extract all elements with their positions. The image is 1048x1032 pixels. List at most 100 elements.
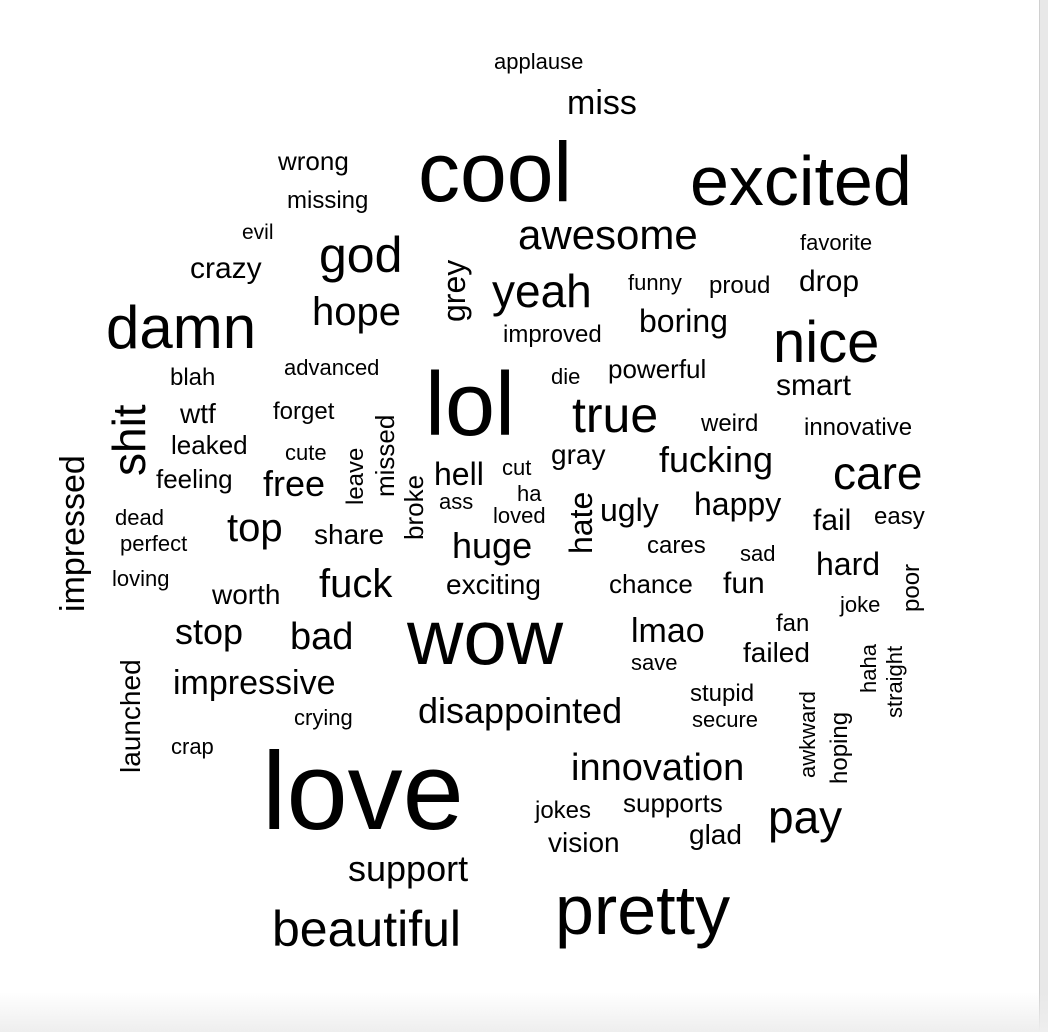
word-loved: loved: [493, 503, 546, 528]
word-hoping: hoping: [826, 711, 853, 784]
word-crying: crying: [294, 705, 353, 730]
word-cut: cut: [502, 455, 532, 480]
word-weird: weird: [701, 410, 759, 437]
word-blah: blah: [170, 364, 216, 391]
word-feeling: feeling: [156, 464, 233, 494]
word-share: share: [314, 519, 385, 550]
word-support: support: [348, 848, 469, 889]
word-ha: ha: [517, 481, 542, 506]
word-disappointed: disappointed: [418, 690, 623, 731]
word-favorite: favorite: [800, 230, 873, 255]
word-improved: improved: [503, 321, 602, 348]
word-ass: ass: [439, 489, 474, 514]
word-loving: loving: [112, 566, 170, 591]
word-chance: chance: [609, 569, 693, 599]
word-worth: worth: [212, 579, 281, 610]
word-hell: hell: [434, 456, 484, 492]
word-crap: crap: [171, 734, 214, 759]
word-stop: stop: [175, 611, 244, 652]
word-hard: hard: [816, 546, 881, 582]
word-damn: damn: [106, 294, 257, 361]
word-cares: cares: [647, 532, 706, 559]
word-lol: lol: [425, 355, 516, 455]
word-applause: applause: [494, 49, 584, 74]
word-love: love: [262, 730, 464, 853]
word-hope: hope: [312, 290, 401, 334]
word-cute: cute: [285, 440, 327, 465]
word-miss: miss: [567, 84, 637, 122]
window-right-edge: [1039, 0, 1048, 1032]
word-failed: failed: [743, 637, 810, 668]
word-poor: poor: [898, 563, 925, 612]
word-drop: drop: [799, 265, 860, 298]
word-impressed: impressed: [54, 455, 92, 612]
word-die: die: [551, 364, 581, 389]
word-vision: vision: [548, 827, 620, 858]
word-glad: glad: [689, 819, 742, 850]
word-save: save: [631, 650, 678, 675]
word-leave: leave: [342, 447, 369, 505]
word-perfect: perfect: [120, 531, 188, 556]
word-awkward: awkward: [795, 691, 820, 778]
word-free: free: [263, 463, 326, 504]
word-haha: haha: [856, 644, 881, 693]
word-cool: cool: [418, 125, 573, 219]
word-shit: shit: [103, 404, 155, 476]
word-straight: straight: [882, 645, 907, 718]
word-care: care: [833, 447, 923, 499]
word-jokes: jokes: [535, 797, 592, 824]
word-top: top: [227, 506, 283, 550]
word-pretty: pretty: [555, 871, 731, 949]
word-wow: wow: [407, 593, 564, 681]
word-advanced: advanced: [284, 355, 380, 380]
word-stupid: stupid: [690, 680, 755, 707]
word-crazy: crazy: [190, 252, 262, 285]
word-wtf: wtf: [180, 398, 216, 429]
word-smart: smart: [776, 369, 851, 402]
word-awesome: awesome: [518, 211, 698, 258]
word-funny: funny: [628, 270, 682, 295]
word-exciting: exciting: [446, 569, 541, 600]
word-happy: happy: [694, 486, 782, 522]
word-bad: bad: [290, 616, 354, 658]
word-grey: grey: [436, 259, 472, 322]
word-innovation: innovation: [571, 747, 745, 789]
word-huge: huge: [452, 525, 533, 566]
word-supports: supports: [623, 788, 723, 818]
word-hate: hate: [563, 491, 599, 554]
word-lmao: lmao: [631, 612, 705, 650]
word-broke: broke: [399, 474, 429, 540]
word-joke: joke: [840, 592, 881, 617]
word-nice: nice: [773, 310, 880, 375]
word-boring: boring: [639, 303, 728, 339]
word-forget: forget: [273, 398, 335, 425]
word-missing: missing: [287, 187, 369, 214]
word-launched: launched: [115, 659, 146, 773]
word-beautiful: beautiful: [272, 901, 462, 957]
word-fail: fail: [813, 504, 852, 537]
word-proud: proud: [709, 272, 771, 299]
window-bottom-edge: [0, 992, 1048, 1032]
word-evil: evil: [242, 221, 274, 244]
word-powerful: powerful: [608, 354, 707, 384]
word-pay: pay: [768, 791, 843, 843]
word-wrong: wrong: [278, 146, 349, 176]
word-excited: excited: [690, 142, 912, 220]
word-fuck: fuck: [319, 562, 393, 606]
word-secure: secure: [692, 707, 759, 732]
word-easy: easy: [874, 503, 925, 530]
word-gray: gray: [551, 439, 606, 470]
word-true: true: [572, 387, 659, 443]
word-fucking: fucking: [659, 439, 774, 480]
word-innovative: innovative: [804, 414, 913, 441]
word-dead: dead: [115, 505, 164, 530]
word-missed: missed: [370, 414, 400, 497]
word-yeah: yeah: [492, 265, 592, 317]
word-fun: fun: [723, 567, 765, 600]
word-fan: fan: [776, 610, 810, 637]
word-leaked: leaked: [171, 430, 248, 460]
word-god: god: [319, 227, 403, 283]
word-sad: sad: [740, 541, 776, 566]
word-impressive: impressive: [173, 664, 336, 702]
